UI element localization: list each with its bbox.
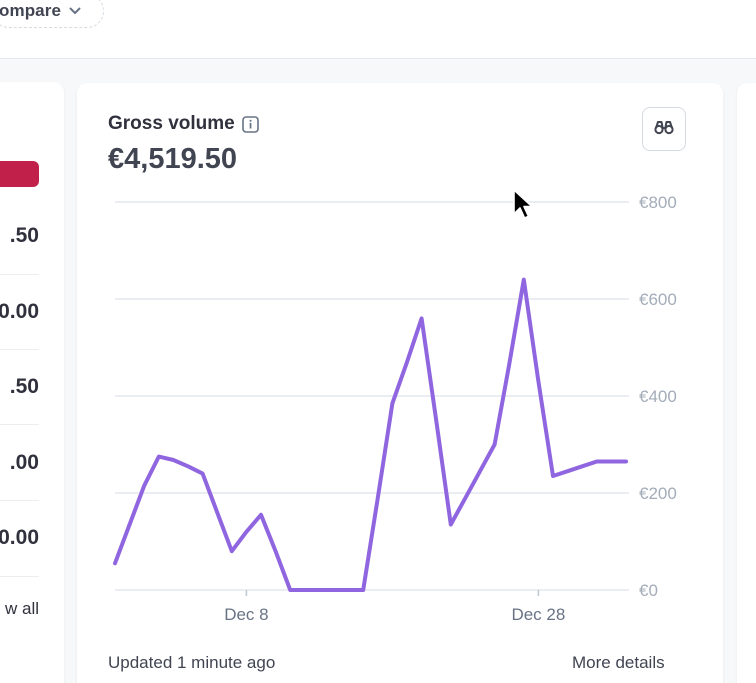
gross-volume-amount: €4,519.50 <box>108 143 238 175</box>
chevron-down-icon <box>69 7 81 15</box>
accent-bar <box>0 161 39 187</box>
y-tick-label: €600 <box>639 290 677 309</box>
compare-button[interactable]: ompare <box>0 0 104 28</box>
updated-label: Updated 1 minute ago <box>108 653 276 672</box>
y-tick-label: €400 <box>639 387 677 406</box>
divider <box>0 274 39 275</box>
view-all-link[interactable]: w all <box>4 599 39 618</box>
card-title: Gross volume <box>108 113 235 134</box>
gross-volume-card: Gross volume €4,519.50 € <box>77 83 723 683</box>
x-tick-label: Dec 8 <box>224 605 268 624</box>
right-card-edge <box>737 83 756 683</box>
info-icon[interactable] <box>241 115 259 133</box>
binoculars-icon <box>654 119 674 140</box>
divider <box>0 576 39 577</box>
series-line <box>113 277 628 592</box>
list-value: 0.00 <box>0 300 39 323</box>
y-tick-label: €0 <box>639 581 658 600</box>
more-details-link[interactable]: More details <box>572 653 665 672</box>
x-tick-label: Dec 28 <box>511 605 565 624</box>
divider <box>0 500 39 501</box>
y-tick-label: €200 <box>639 484 677 503</box>
compare-label: ompare <box>0 1 62 20</box>
top-toolbar: ompare <box>0 0 756 59</box>
y-tick-label: €800 <box>639 193 677 212</box>
list-value: .50 <box>9 224 39 247</box>
explore-button[interactable] <box>642 107 686 151</box>
left-summary-card: .50 0.00 .50 .00 0.00 w all <box>0 82 64 683</box>
divider <box>0 424 39 425</box>
list-value: .50 <box>9 375 39 398</box>
list-value: 0.00 <box>0 526 39 549</box>
divider <box>0 349 39 350</box>
card-header: Gross volume <box>108 113 259 135</box>
mouse-cursor-icon <box>512 188 534 227</box>
gross-volume-chart: €0 €200 €400 €600 €800 Dec 8 Dec 28 <box>113 193 677 624</box>
list-value: .00 <box>9 451 39 474</box>
